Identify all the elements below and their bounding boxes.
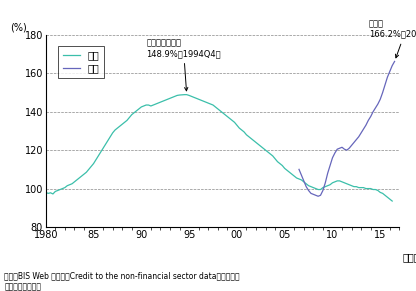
中国 xyxy=(385,75,390,79)
中国 xyxy=(335,148,340,151)
中国 xyxy=(330,156,335,159)
中国 xyxy=(306,189,311,192)
中国 xyxy=(304,185,309,188)
中国 xyxy=(383,83,388,87)
Text: 日本のピーク：
148.9%（1994Q4）: 日本のピーク： 148.9%（1994Q4） xyxy=(146,39,221,91)
Line: 中国: 中国 xyxy=(299,61,395,196)
中国 xyxy=(299,173,304,177)
中国 xyxy=(349,144,354,147)
中国 xyxy=(380,91,385,94)
中国 xyxy=(352,141,357,144)
中国 xyxy=(356,135,361,139)
中国 xyxy=(308,192,313,195)
中国 xyxy=(375,102,380,106)
日本 xyxy=(84,171,89,174)
中国 xyxy=(313,194,318,197)
Text: (%): (%) xyxy=(10,23,27,33)
中国 xyxy=(342,148,347,151)
中国 xyxy=(371,110,376,113)
中国 xyxy=(318,194,323,197)
日本 xyxy=(141,104,146,108)
中国 xyxy=(327,164,332,167)
中国 xyxy=(354,138,359,141)
中国 xyxy=(311,193,316,196)
日本 xyxy=(182,93,187,96)
中国 xyxy=(325,171,330,175)
Text: 資料：BIS Web サイト「Credit to the non-financial sector data」から経済
　　産業省作成。: 資料：BIS Web サイト「Credit to the non-financi… xyxy=(4,272,240,291)
Text: （年）: （年） xyxy=(403,252,416,262)
中国 xyxy=(301,179,306,183)
中国 xyxy=(339,146,344,149)
中国 xyxy=(364,123,369,127)
日本 xyxy=(129,113,134,116)
中国 xyxy=(392,60,397,63)
中国 xyxy=(361,127,366,131)
日本 xyxy=(43,191,48,194)
中国 xyxy=(359,131,364,135)
Text: 中国：
166.2%（2016Q3）: 中国： 166.2%（2016Q3） xyxy=(369,19,416,58)
Legend: 日本, 中国: 日本, 中国 xyxy=(58,46,104,78)
中国 xyxy=(368,115,373,118)
Line: 日本: 日本 xyxy=(46,95,392,201)
日本 xyxy=(220,111,225,114)
日本 xyxy=(249,137,254,140)
日本 xyxy=(127,116,132,119)
中国 xyxy=(373,106,378,110)
中国 xyxy=(390,64,395,68)
中国 xyxy=(316,194,321,198)
中国 xyxy=(344,148,349,152)
中国 xyxy=(332,151,337,155)
中国 xyxy=(347,146,352,150)
中国 xyxy=(366,119,371,122)
中国 xyxy=(323,181,328,184)
中国 xyxy=(320,189,325,192)
中国 xyxy=(297,168,302,171)
中国 xyxy=(337,146,342,150)
中国 xyxy=(378,97,383,101)
日本 xyxy=(390,199,395,203)
中国 xyxy=(387,70,392,73)
